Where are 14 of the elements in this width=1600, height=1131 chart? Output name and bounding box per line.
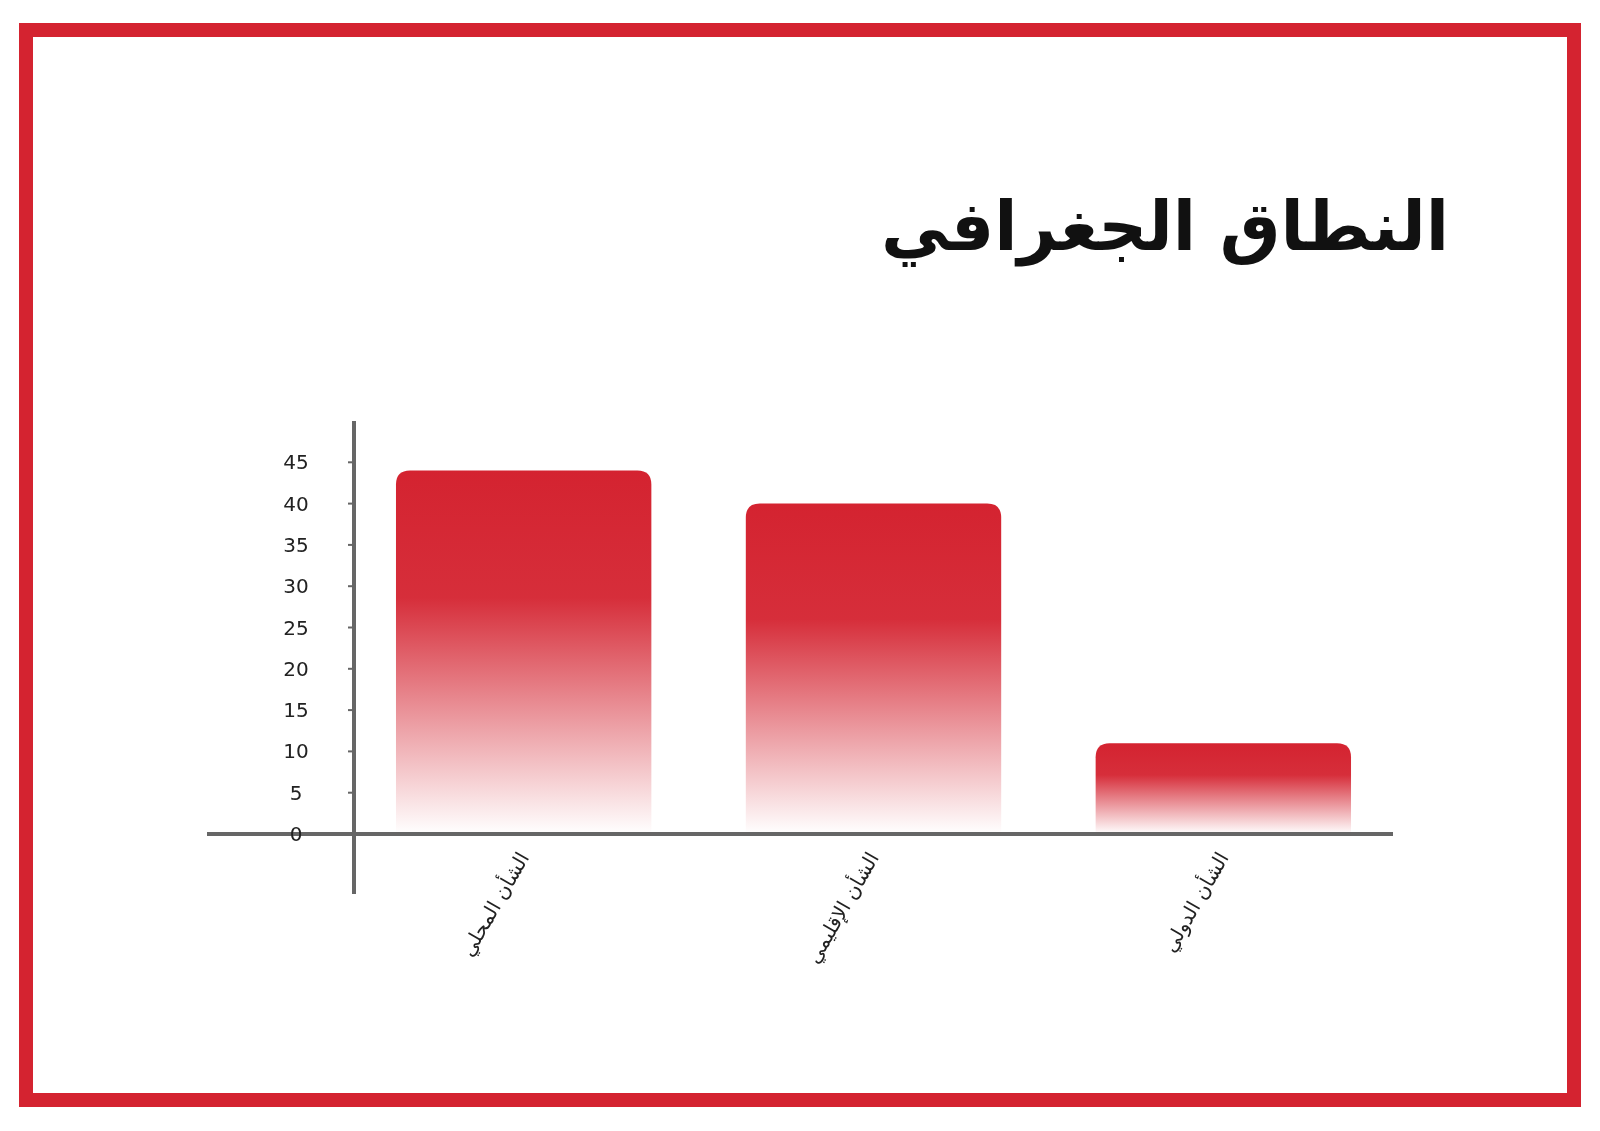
y-tick-label: 5 <box>289 780 303 805</box>
y-tick-label: 15 <box>283 698 309 723</box>
x-tick-label: الشأن المحلي <box>453 847 535 961</box>
y-tick-label: 30 <box>283 574 309 599</box>
x-tick-label: الشأن الإقليمي <box>799 847 885 968</box>
y-tick-label: 10 <box>283 739 309 764</box>
chart-title: النطاق الجغرافي <box>880 187 1449 267</box>
bar <box>1095 743 1352 834</box>
y-tick-label: 35 <box>283 532 309 557</box>
y-tick-label: 25 <box>283 615 309 640</box>
x-tick-label: الشأن الدولي <box>1155 847 1235 957</box>
y-tick-label: 20 <box>283 656 309 681</box>
y-tick-label: 40 <box>283 491 309 516</box>
y-tick-label: 45 <box>283 450 309 475</box>
